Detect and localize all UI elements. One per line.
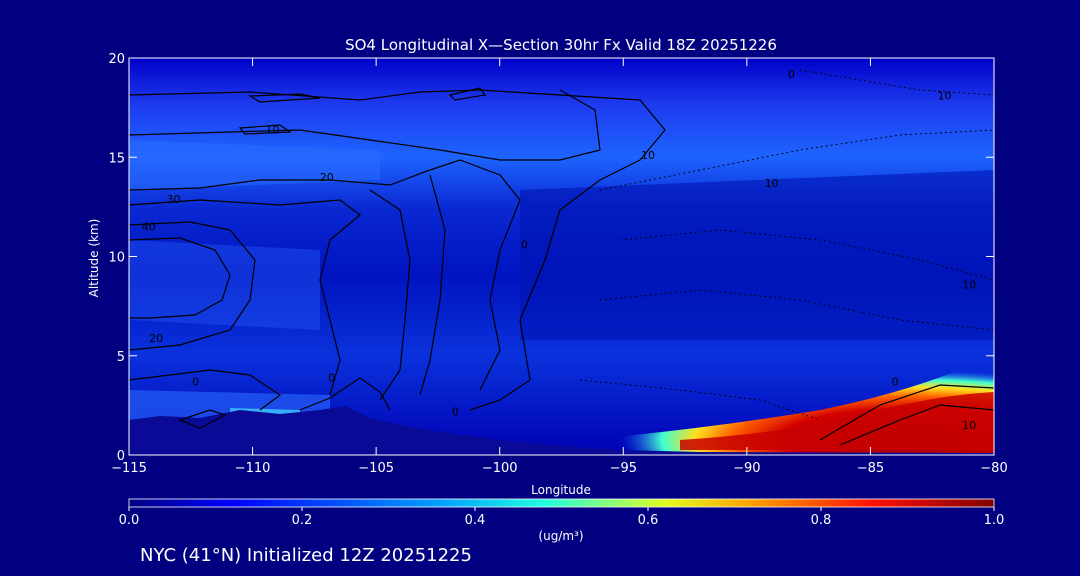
contour-line — [369, 189, 411, 401]
colorbar-tick-label: 0.0 — [119, 513, 140, 528]
contour-label: 20 — [320, 171, 334, 184]
x-tick-label: −80 — [980, 461, 1007, 476]
y-axis-label: Altitude (km) — [87, 219, 101, 298]
x-axis: −115 −110 −105 −100 −95 −90 −85 −80 — [111, 58, 1008, 476]
contour-label: 40 — [142, 221, 156, 234]
y-tick-label: 20 — [108, 52, 125, 67]
colorbar-tick-label: 0.4 — [465, 513, 486, 528]
terrain-profile — [129, 406, 994, 455]
contour-label: 0 — [892, 376, 899, 389]
so4-plume-core — [680, 392, 994, 450]
colorbar-unit-label: (ug/m³) — [538, 529, 583, 543]
colorbar-tick-label: 1.0 — [984, 513, 1005, 528]
colorbar — [128, 498, 995, 508]
contour-line-dashed — [579, 379, 821, 421]
contour-label: 10 — [765, 177, 779, 190]
x-tick-label: −95 — [610, 461, 637, 476]
contour-line-dashed — [599, 289, 994, 331]
contour-label: 0 — [192, 376, 199, 389]
contour-line — [129, 237, 231, 319]
contour-line — [129, 369, 282, 411]
contour-line-dashed — [599, 129, 994, 191]
x-tick-label: −105 — [358, 461, 394, 476]
contour-line — [247, 93, 321, 103]
contour-line — [129, 221, 256, 351]
x-tick-label: −115 — [111, 461, 147, 476]
contour-label: 0 — [328, 372, 335, 385]
contour-line — [129, 89, 601, 161]
colorbar-tick-label: 0.6 — [638, 513, 659, 528]
x-tick-label: −90 — [733, 461, 760, 476]
contour-label: 0 — [452, 405, 459, 418]
contour-line — [448, 87, 487, 101]
colorbar-tick-label: 0.2 — [292, 513, 313, 528]
y-tick-label: 10 — [108, 251, 125, 266]
contour-lines — [129, 87, 994, 446]
contour-label: 10 — [641, 149, 655, 162]
contour-line — [178, 409, 227, 429]
x-tick-label: −100 — [482, 461, 518, 476]
y-tick-label: 0 — [117, 449, 125, 464]
contour-line — [129, 89, 666, 411]
footer-text: NYC (41°N) Initialized 12Z 20251225 — [140, 545, 472, 566]
y-axis: 0 5 10 15 20 — [108, 52, 994, 464]
contour-label: 30 — [166, 193, 180, 206]
contour-line — [129, 199, 361, 396]
x-axis-label: Longitude — [531, 483, 591, 497]
contour-line-dashed — [799, 69, 994, 96]
x-tick-label: −85 — [857, 461, 884, 476]
contour-label: 10 — [938, 90, 952, 103]
contour-labels: 10 10 10 20 30 40 20 0 0 0 0 10 10 0 10 0 — [142, 68, 977, 432]
contour-line-dashed — [619, 229, 994, 281]
y-tick-label: 15 — [108, 151, 125, 166]
plot-area: 10 10 10 20 30 40 20 0 0 0 0 10 10 0 10 0 — [129, 58, 994, 455]
contour-label: 10 — [962, 419, 976, 432]
field-dark-region — [520, 170, 994, 340]
contour-label: 20 — [149, 332, 163, 345]
contour-line — [419, 174, 446, 396]
contour-label: 0 — [521, 239, 528, 252]
field-band-mid — [129, 240, 320, 330]
colorbar-tick-label: 0.8 — [811, 513, 832, 528]
contour-line — [238, 124, 292, 135]
contour-lines-dashed — [579, 69, 994, 421]
contour-line — [129, 159, 521, 391]
contour-line — [839, 404, 994, 446]
contour-label: 10 — [265, 123, 279, 136]
chart-title: SO4 Longitudinal X—Section 30hr Fx Valid… — [345, 36, 777, 54]
contour-line — [819, 384, 994, 441]
x-tick-label: −110 — [235, 461, 271, 476]
y-tick-label: 5 — [117, 350, 125, 365]
colorbar-ticks: 0.0 0.2 0.4 0.6 0.8 1.0 — [119, 507, 1005, 528]
contour-label: 0 — [788, 68, 795, 81]
contour-label: 10 — [962, 278, 976, 291]
contour-line — [299, 377, 391, 411]
field-band-upper — [129, 140, 380, 190]
